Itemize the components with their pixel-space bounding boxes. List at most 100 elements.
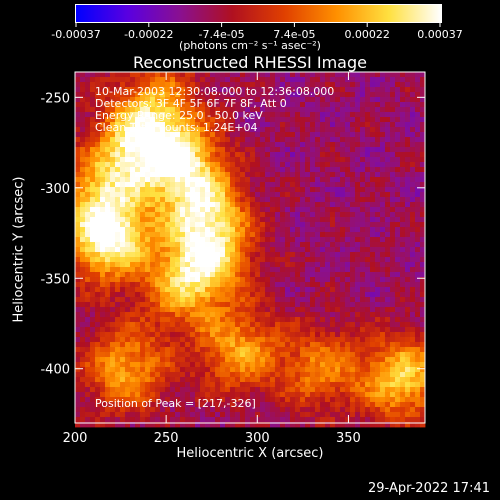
image-pixel	[295, 222, 301, 228]
image-pixel	[360, 292, 366, 298]
image-pixel	[140, 127, 146, 133]
image-pixel	[420, 177, 426, 183]
image-pixel	[185, 337, 191, 343]
image-pixel	[160, 247, 166, 253]
image-pixel	[285, 197, 291, 203]
image-pixel	[245, 347, 251, 353]
image-pixel	[375, 237, 381, 243]
image-pixel	[375, 87, 381, 93]
image-pixel	[80, 382, 86, 388]
image-pixel	[365, 317, 371, 323]
image-pixel	[330, 247, 336, 253]
image-pixel	[130, 212, 136, 218]
image-pixel	[175, 352, 181, 358]
image-pixel	[135, 292, 141, 298]
image-pixel	[90, 272, 96, 278]
image-pixel	[415, 392, 421, 398]
image-pixel	[315, 257, 321, 263]
image-pixel	[390, 197, 396, 203]
image-pixel	[150, 202, 156, 208]
image-pixel	[325, 172, 331, 178]
image-pixel	[255, 247, 261, 253]
image-pixel	[90, 112, 96, 118]
image-pixel	[400, 257, 406, 263]
image-pixel	[335, 227, 341, 233]
image-pixel	[165, 337, 171, 343]
image-pixel	[210, 207, 216, 213]
image-pixel	[400, 267, 406, 273]
image-pixel	[180, 227, 186, 233]
image-pixel	[275, 177, 281, 183]
image-pixel	[190, 142, 196, 148]
image-pixel	[285, 252, 291, 258]
image-pixel	[265, 157, 271, 163]
image-pixel	[250, 287, 256, 293]
image-pixel	[110, 117, 116, 123]
image-pixel	[155, 357, 161, 363]
image-pixel	[205, 247, 211, 253]
image-pixel	[145, 187, 151, 193]
image-pixel	[295, 322, 301, 328]
image-pixel	[410, 337, 416, 343]
image-pixel	[260, 237, 266, 243]
image-pixel	[365, 142, 371, 148]
image-pixel	[315, 72, 321, 78]
image-pixel	[220, 92, 226, 98]
image-pixel	[360, 327, 366, 333]
image-pixel	[360, 332, 366, 338]
image-pixel	[95, 187, 101, 193]
image-pixel	[185, 302, 191, 308]
image-pixel	[325, 122, 331, 128]
image-pixel	[100, 232, 106, 238]
image-pixel	[355, 212, 361, 218]
image-pixel	[110, 282, 116, 288]
image-pixel	[175, 102, 181, 108]
image-pixel	[130, 357, 136, 363]
image-pixel	[345, 92, 351, 98]
image-pixel	[110, 327, 116, 333]
image-pixel	[110, 387, 116, 393]
image-pixel	[105, 247, 111, 253]
image-pixel	[385, 152, 391, 158]
image-pixel	[420, 422, 426, 428]
image-pixel	[225, 317, 231, 323]
image-pixel	[110, 202, 116, 208]
image-pixel	[230, 337, 236, 343]
image-pixel	[195, 287, 201, 293]
image-pixel	[385, 387, 391, 393]
image-pixel	[305, 282, 311, 288]
image-pixel	[170, 287, 176, 293]
image-pixel	[170, 332, 176, 338]
image-pixel	[350, 252, 356, 258]
image-pixel	[245, 292, 251, 298]
image-pixel	[310, 167, 316, 173]
image-pixel	[130, 182, 136, 188]
image-pixel	[365, 72, 371, 78]
image-pixel	[400, 362, 406, 368]
image-pixel	[395, 377, 401, 383]
image-pixel	[135, 417, 141, 423]
image-pixel	[305, 272, 311, 278]
image-pixel	[90, 402, 96, 408]
image-pixel	[95, 222, 101, 228]
image-pixel	[75, 97, 81, 103]
image-pixel	[205, 392, 211, 398]
image-pixel	[135, 422, 141, 428]
image-pixel	[155, 177, 161, 183]
image-pixel	[160, 187, 166, 193]
image-pixel	[265, 197, 271, 203]
image-pixel	[275, 302, 281, 308]
image-pixel	[90, 412, 96, 418]
image-pixel	[280, 287, 286, 293]
image-pixel	[240, 192, 246, 198]
image-pixel	[370, 382, 376, 388]
image-pixel	[175, 332, 181, 338]
image-pixel	[75, 72, 81, 78]
image-pixel	[360, 407, 366, 413]
image-pixel	[95, 127, 101, 133]
image-pixel	[125, 137, 131, 143]
image-pixel	[180, 397, 186, 403]
image-pixel	[250, 282, 256, 288]
image-pixel	[420, 247, 426, 253]
image-pixel	[350, 202, 356, 208]
